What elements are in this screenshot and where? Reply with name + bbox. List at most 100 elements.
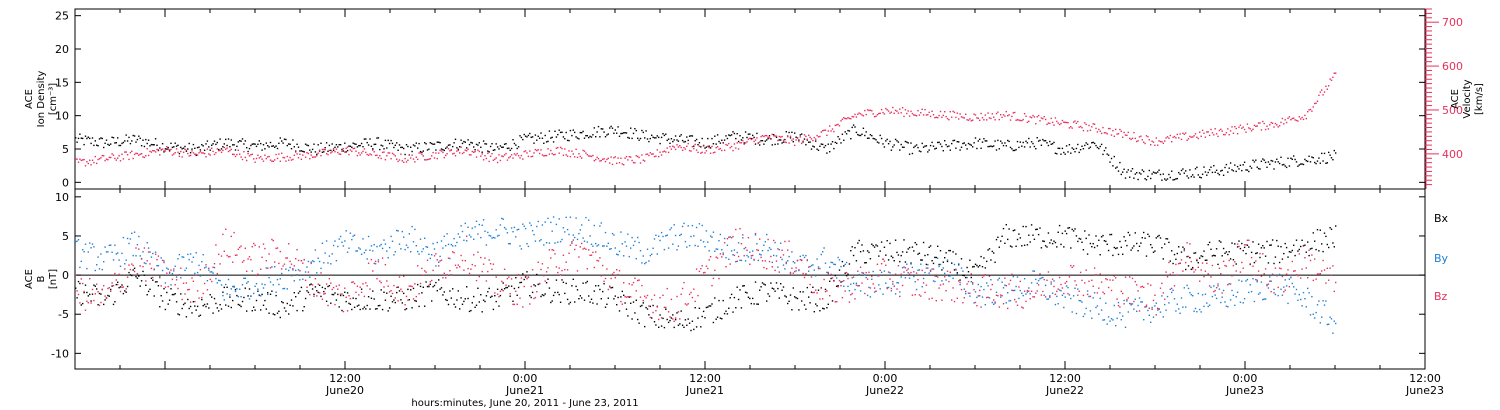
by-point (585, 216, 587, 219)
bx-point (1004, 242, 1006, 244)
bx-point (785, 296, 787, 298)
bx-point (1305, 251, 1307, 253)
bz-point (157, 255, 160, 257)
bx-point (562, 281, 565, 283)
bx-point (859, 251, 862, 253)
bz-point (452, 251, 454, 253)
velocity-point (892, 106, 894, 109)
velocity-point (489, 155, 492, 157)
by-point (1171, 291, 1173, 294)
bx-point (449, 290, 451, 292)
density-point (922, 146, 925, 148)
bx-point (583, 299, 586, 301)
velocity-point (1116, 133, 1118, 135)
bz-point (86, 300, 88, 302)
bx-point (545, 282, 548, 284)
density-point (1166, 178, 1169, 180)
velocity-point (281, 152, 283, 154)
bz-point (759, 238, 761, 240)
bz-point (275, 247, 277, 250)
by-point (478, 223, 480, 226)
density-point (981, 141, 984, 143)
velocity-point (1263, 122, 1265, 125)
by-point (701, 224, 703, 227)
bx-point (843, 265, 845, 267)
by-point (1012, 275, 1014, 278)
bz-point (519, 297, 521, 299)
bx-point (1096, 245, 1099, 247)
density-point (278, 142, 280, 144)
by-point (680, 233, 682, 236)
bx-point (171, 293, 174, 296)
velocity-point (1307, 111, 1309, 113)
bx-point (578, 298, 580, 300)
velocity-point (262, 160, 265, 162)
bx-point (632, 301, 635, 303)
bx-point (917, 253, 919, 255)
bx-point (634, 312, 636, 314)
bx-point (380, 289, 382, 291)
by-point (579, 229, 581, 231)
velocity-point (189, 154, 192, 157)
bx-point (1143, 231, 1145, 234)
density-point (850, 138, 852, 140)
velocity-point (857, 113, 859, 115)
bx-point (202, 305, 204, 307)
bx-point (267, 292, 269, 294)
bx-point (302, 310, 304, 312)
velocity-point (1068, 127, 1071, 129)
bx-series (75, 224, 1337, 332)
velocity-point (561, 147, 563, 150)
bz-point (896, 288, 898, 290)
bx-point (480, 294, 482, 296)
density-point (512, 139, 514, 141)
density-point (1189, 169, 1191, 171)
density-point (649, 137, 651, 140)
bx-point (944, 257, 946, 259)
bx-point (1150, 244, 1152, 246)
by-point (1294, 293, 1296, 295)
density-point (574, 131, 576, 134)
bz-point (882, 258, 884, 260)
by-point (1314, 317, 1316, 319)
density-point (988, 145, 991, 148)
velocity-point (1335, 72, 1337, 74)
by-point (555, 223, 558, 226)
velocity-point (424, 159, 426, 161)
velocity-point (918, 114, 921, 116)
by-point (742, 237, 744, 239)
density-point (345, 151, 347, 153)
velocity-point (509, 156, 511, 158)
density-point (986, 140, 988, 142)
density-point (1165, 179, 1167, 181)
density-point (809, 141, 811, 143)
bx-point (100, 293, 102, 295)
density-point (1022, 141, 1024, 144)
bz-point (513, 303, 516, 306)
bz-point (227, 256, 230, 258)
velocity-point (684, 148, 687, 150)
velocity-point (195, 153, 197, 155)
bx-point (791, 309, 793, 311)
bx-point (243, 296, 245, 299)
bz-point (1009, 279, 1012, 282)
velocity-point (1328, 85, 1330, 87)
by-point (485, 244, 488, 246)
velocity-point (467, 148, 469, 150)
by-point (1204, 293, 1207, 295)
velocity-point (802, 140, 804, 142)
bz-point (454, 264, 457, 266)
by-point (538, 240, 541, 242)
bx-point (485, 295, 488, 297)
bz-point (631, 284, 633, 286)
velocity-point (279, 160, 281, 162)
bz-point (1231, 275, 1233, 277)
velocity-point (323, 148, 325, 151)
bz-point (977, 295, 979, 297)
velocity-point (658, 155, 660, 158)
bz-point (1089, 295, 1092, 298)
velocity-point (913, 114, 915, 116)
bz-point (251, 246, 253, 248)
velocity-point (634, 162, 636, 164)
density-point (921, 142, 923, 145)
